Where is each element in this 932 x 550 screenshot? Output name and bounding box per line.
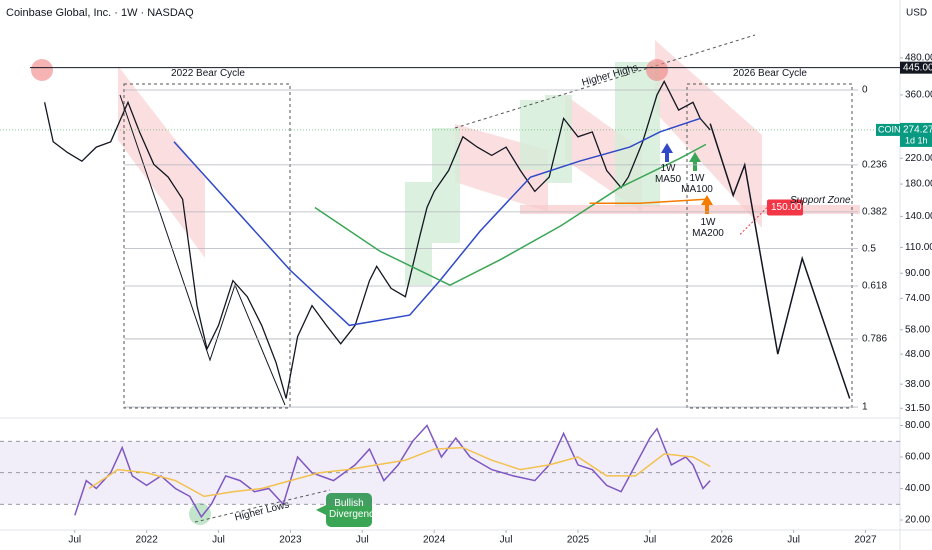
x-tick-label: 2023 — [279, 535, 302, 546]
x-tick-label: Jul — [212, 535, 225, 546]
green-zone — [432, 128, 460, 243]
countdown-label: 1d 1h — [905, 135, 928, 145]
high-marker — [31, 59, 53, 81]
arrow — [689, 152, 701, 171]
x-tick-label: Jul — [787, 535, 800, 546]
callout — [326, 493, 372, 527]
x-tick-label: 2027 — [854, 535, 877, 546]
x-tick-label: 2026 — [711, 535, 734, 546]
x-tick-label: Jul — [643, 535, 656, 546]
fib-label: 0.618 — [862, 281, 887, 292]
series-line — [709, 123, 851, 399]
y-tick-label: 90.00 — [905, 268, 930, 279]
bear-cycle-box — [686, 83, 853, 409]
annotation: Support Zone — [790, 195, 851, 206]
high-marker — [646, 59, 668, 81]
green-zone — [520, 100, 545, 170]
last-price-label: 274.27 — [903, 125, 932, 136]
channel — [655, 40, 762, 228]
series-line — [589, 198, 706, 205]
fib-label: 0 — [862, 85, 868, 96]
ma-label: 1W MA100 — [681, 173, 713, 195]
y-tick-label: 40.00 — [905, 483, 930, 494]
trend-line — [194, 489, 331, 523]
ma-label: 1W MA50 — [654, 163, 682, 185]
support-zone — [520, 205, 860, 214]
chart-title: Coinbase Global, Inc. · 1W · NASDAQ — [6, 7, 194, 19]
x-tick-label: 2024 — [423, 535, 446, 546]
symbol-badge — [876, 123, 900, 136]
y-tick-label: 480.00 — [905, 53, 932, 64]
series-line — [173, 117, 701, 327]
y-tick-label: 180.00 — [905, 179, 932, 190]
y-tick-label: 360.00 — [905, 90, 932, 101]
price-badge — [900, 61, 932, 74]
series-line — [314, 143, 707, 287]
symbol-label: COIN — [878, 124, 901, 134]
green-zone — [615, 62, 660, 207]
y-tick-label: 220.00 — [905, 153, 932, 164]
annotation: Bullish Divergence — [329, 498, 380, 520]
series-line — [43, 79, 711, 399]
fib-label: 0.236 — [862, 160, 887, 171]
y-tick-label: 20.00 — [905, 515, 930, 526]
y-tick-label: 31.50 — [905, 403, 930, 414]
annotation: 2022 Bear Cycle — [171, 68, 245, 79]
fib-label: 0.786 — [862, 334, 887, 345]
x-tick-label: Jul — [68, 535, 81, 546]
target-label: 150.00 — [771, 202, 802, 213]
annotation: 2026 Bear Cycle — [733, 68, 807, 79]
green-zone — [405, 182, 432, 285]
ma-label: 1W MA200 — [692, 217, 724, 239]
currency: USD — [906, 8, 927, 19]
bear-cycle-box — [123, 83, 291, 409]
path-drawing — [119, 94, 286, 406]
y-tick-label: 74.00 — [905, 293, 930, 304]
fib-label: 1 — [862, 402, 868, 413]
callout-tip — [316, 505, 326, 515]
trend-line — [454, 34, 756, 129]
y-tick-label: 140.00 — [905, 211, 932, 222]
series-line — [74, 424, 711, 519]
y-tick-label: 80.00 — [905, 420, 930, 431]
y-tick-label: 60.00 — [905, 452, 930, 463]
fib-label: 0.5 — [862, 243, 876, 254]
series-line — [88, 446, 711, 498]
y-tick-label: 48.00 — [905, 349, 930, 360]
x-tick-label: 2025 — [567, 535, 590, 546]
x-tick-label: 2022 — [136, 535, 159, 546]
price-badge-label: 445.00 — [903, 62, 932, 73]
x-tick-label: Jul — [500, 535, 513, 546]
y-tick-label: 110.00 — [905, 242, 932, 253]
arrow — [701, 195, 713, 214]
y-tick-label: 58.00 — [905, 324, 930, 335]
arrow — [661, 143, 673, 162]
target-badge — [767, 199, 803, 216]
fib-label: 0.382 — [862, 207, 887, 218]
y-tick-label: 38.00 — [905, 379, 930, 390]
last-price-badge — [900, 122, 932, 147]
channel — [118, 66, 205, 258]
x-tick-label: Jul — [356, 535, 369, 546]
